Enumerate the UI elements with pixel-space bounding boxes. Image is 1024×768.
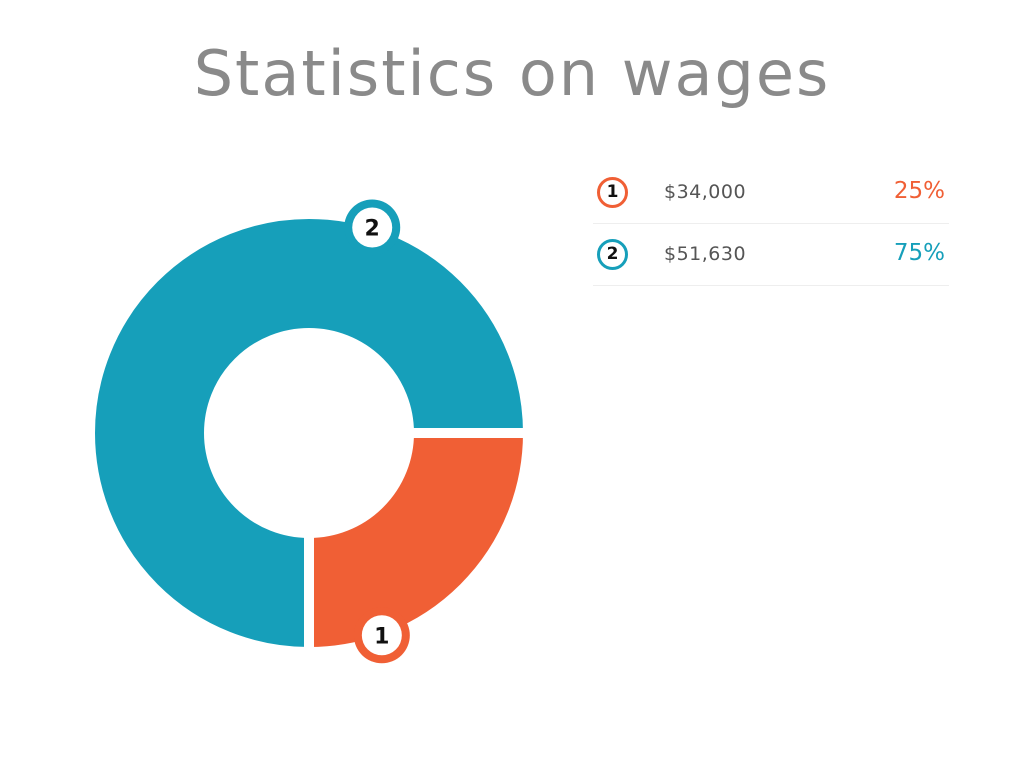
legend-percent-2: 75%: [893, 240, 945, 266]
legend: 1 $34,000 25% 2 $51,630 75%: [593, 162, 949, 286]
slice-marker-1: 1: [353, 607, 410, 664]
legend-value-1: $34,000: [664, 181, 747, 203]
legend-item: 1 $34,000 25%: [593, 162, 949, 224]
legend-badge-1: 1: [597, 177, 628, 208]
donut-slice-1: [304, 428, 534, 658]
legend-item: 2 $51,630 75%: [593, 224, 949, 286]
donut-slice-2: [85, 209, 534, 658]
slice-marker-label: 2: [365, 217, 380, 242]
legend-badge-2: 2: [597, 239, 628, 270]
chart-title: Statistics on wages: [193, 37, 831, 110]
legend-percent-1: 25%: [893, 178, 945, 204]
slice-marker-label: 1: [374, 624, 389, 649]
legend-value-2: $51,630: [664, 243, 747, 265]
slice-marker-2: 2: [344, 199, 401, 256]
